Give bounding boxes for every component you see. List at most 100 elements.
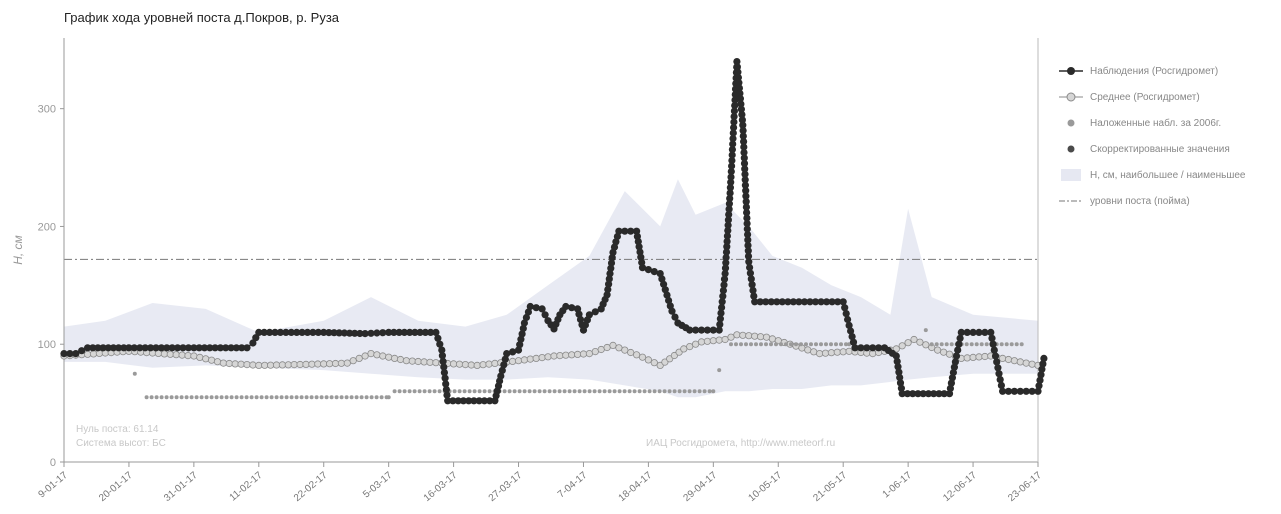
legend-label: Наблюдения (Росгидромет) bbox=[1090, 65, 1219, 77]
overlay2006-point bbox=[517, 389, 522, 394]
observed-point bbox=[744, 236, 752, 244]
observed-point bbox=[745, 258, 753, 266]
overlay2006-point bbox=[254, 395, 259, 400]
mean-point bbox=[208, 356, 216, 364]
mean-point bbox=[650, 359, 658, 367]
overlay2006-point bbox=[949, 342, 954, 347]
observed-point bbox=[718, 298, 726, 306]
mean-point bbox=[815, 349, 824, 358]
overlay2006-point bbox=[612, 389, 617, 394]
axes-layer: 0 100 200 300 Н, см 9-01-17 20-01-17 31-01-17 11… bbox=[11, 38, 1044, 504]
overlay2006-point bbox=[422, 389, 427, 394]
overlay2006-point bbox=[359, 395, 364, 400]
observed-point bbox=[1037, 371, 1045, 379]
observed-point bbox=[995, 370, 1003, 378]
overlay2006-point bbox=[667, 389, 672, 394]
overlay2006-point bbox=[923, 328, 928, 333]
observed-point bbox=[591, 308, 599, 316]
observed-point bbox=[438, 346, 446, 354]
overlay2006-point bbox=[259, 395, 264, 400]
observed-point bbox=[459, 397, 467, 405]
overlay2006-point bbox=[132, 371, 137, 376]
overlay2006-point bbox=[657, 389, 662, 394]
observed-point bbox=[276, 328, 284, 336]
mean-point bbox=[325, 360, 334, 368]
mean-point bbox=[810, 348, 818, 356]
observed-point bbox=[660, 280, 668, 288]
overlay2006-point bbox=[334, 395, 339, 400]
mean-point bbox=[532, 354, 540, 362]
observed-point bbox=[227, 344, 235, 352]
mean-point bbox=[290, 360, 298, 369]
observed-point bbox=[750, 292, 758, 300]
observed-point bbox=[255, 328, 263, 336]
observed-point bbox=[795, 298, 803, 306]
overlay2006-point bbox=[557, 389, 562, 394]
observed-point bbox=[526, 302, 534, 311]
observed-point bbox=[742, 198, 750, 206]
observed-point bbox=[997, 381, 1006, 389]
overlay2006-point bbox=[964, 342, 969, 347]
observed-point bbox=[367, 329, 375, 337]
range-band-area bbox=[64, 179, 1038, 398]
mean-point bbox=[827, 349, 836, 357]
overlay2006-point bbox=[804, 342, 808, 347]
observed-point bbox=[722, 253, 730, 262]
observed-point bbox=[898, 390, 906, 398]
legend-label: Среднее (Росгидромет) bbox=[1090, 91, 1200, 103]
mean-point bbox=[892, 345, 900, 353]
observed-point bbox=[603, 291, 611, 299]
observed-point bbox=[749, 286, 757, 294]
overlay2006-point bbox=[662, 389, 667, 394]
mean-point bbox=[396, 355, 405, 364]
overlay2006-point bbox=[592, 389, 597, 394]
mean-point bbox=[361, 352, 369, 360]
observed-point bbox=[716, 320, 724, 328]
observed-point bbox=[811, 298, 820, 306]
overlay2006-point bbox=[577, 389, 582, 394]
observed-point bbox=[746, 263, 754, 272]
observed-point bbox=[800, 298, 809, 306]
overlay2006-point bbox=[532, 389, 537, 394]
mean-point bbox=[603, 343, 611, 352]
mean-point bbox=[302, 360, 310, 368]
mean-point bbox=[467, 361, 475, 369]
mean-point bbox=[213, 358, 222, 366]
observed-point bbox=[562, 302, 570, 311]
observed-point bbox=[897, 384, 906, 392]
observed-point bbox=[1028, 387, 1036, 395]
overlay2006-point bbox=[159, 395, 164, 400]
mean-point bbox=[379, 352, 387, 360]
observed-point bbox=[519, 324, 527, 332]
overlay2006-point bbox=[294, 395, 299, 400]
observed-point bbox=[727, 178, 735, 186]
observed-point bbox=[729, 129, 737, 137]
overlay2006-point bbox=[289, 395, 294, 400]
legend-swatch bbox=[1058, 143, 1084, 155]
observed-point bbox=[141, 344, 149, 352]
x-tick-label: 16-03-17 bbox=[422, 470, 460, 504]
observed-point bbox=[125, 344, 133, 352]
mean-point bbox=[609, 341, 617, 349]
overlay2006-point bbox=[1004, 342, 1009, 347]
observed-point bbox=[190, 344, 198, 352]
overlay2006-point bbox=[734, 342, 738, 347]
observed-point bbox=[742, 203, 751, 211]
observed-point bbox=[896, 379, 905, 387]
observed-point bbox=[740, 159, 749, 167]
mean-point bbox=[739, 331, 747, 339]
overlay2006-point bbox=[314, 395, 319, 400]
observed-point bbox=[120, 344, 128, 352]
observed-point bbox=[748, 281, 756, 289]
observed-point bbox=[644, 266, 653, 274]
mean-point bbox=[1028, 360, 1036, 368]
overlay2006-point bbox=[794, 342, 798, 347]
observed-point bbox=[987, 328, 995, 336]
overlay2006-point bbox=[527, 389, 532, 394]
mean-point bbox=[249, 361, 257, 369]
overlay2006-point bbox=[522, 389, 527, 394]
observed-point bbox=[969, 328, 977, 336]
overlay2006-point bbox=[502, 389, 507, 394]
mean-point bbox=[320, 360, 328, 368]
mean-point bbox=[998, 354, 1007, 362]
